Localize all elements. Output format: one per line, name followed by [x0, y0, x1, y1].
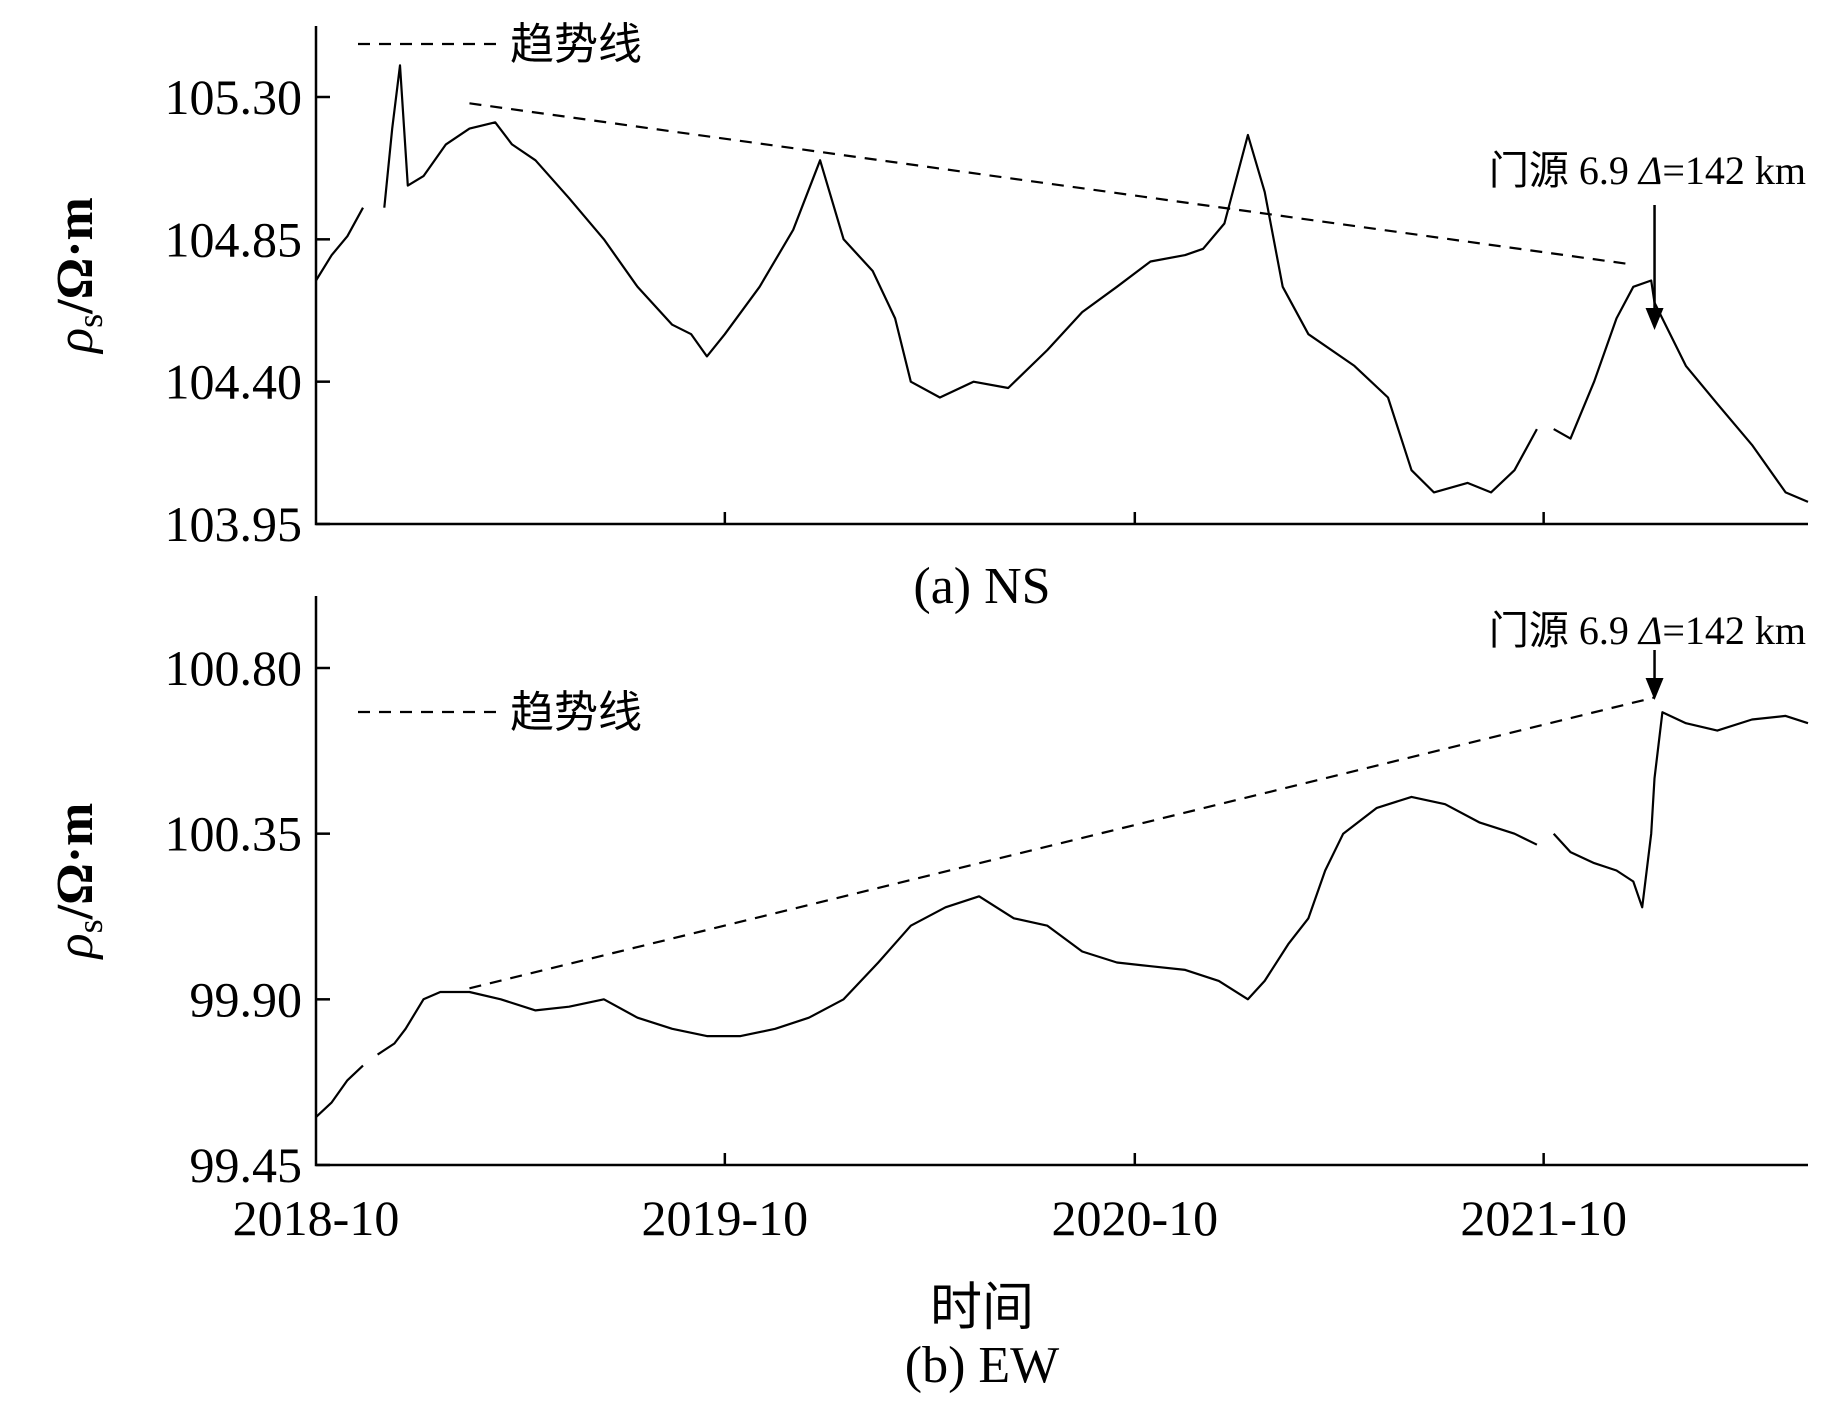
y-tick-label: 104.40 [165, 354, 303, 410]
y-tick-label: 105.30 [165, 69, 303, 125]
series-line [1552, 711, 1809, 909]
panel-caption: (b) EW [905, 1337, 1059, 1394]
y-tick-label: 100.80 [165, 640, 303, 696]
x-tick-label: 2019-10 [642, 1190, 809, 1246]
earthquake-arrow-head [1645, 678, 1664, 700]
x-axis-title: 时间 [930, 1280, 1034, 1337]
axes [314, 26, 1808, 526]
y-tick-label: 99.90 [190, 971, 303, 1027]
y-tick-label: 100.35 [165, 806, 303, 862]
axes [314, 596, 1808, 1167]
y-tick-label: 103.95 [165, 496, 303, 552]
earthquake-annotation: 门源 6.9 Δ=142 km [1489, 608, 1806, 653]
trend-line [469, 696, 1655, 990]
earthquake-annotation: 门源 6.9 Δ=142 km [1489, 148, 1806, 193]
series-line [383, 64, 1538, 494]
x-tick-label: 2021-10 [1460, 1190, 1627, 1246]
earthquake-arrow-head [1645, 308, 1664, 330]
y-axis-title: ρs/Ω·m [47, 803, 110, 961]
y-axis-title: ρs/Ω·m [47, 197, 110, 355]
series-line [376, 795, 1538, 1056]
series-line [1553, 279, 1809, 503]
series-line [315, 207, 364, 282]
y-tick-label: 104.85 [165, 211, 303, 267]
y-tick-label: 99.45 [190, 1137, 303, 1193]
legend-label: 趋势线 [510, 20, 642, 69]
panel-caption: (a) NS [913, 558, 1050, 615]
x-tick-label: 2020-10 [1051, 1190, 1218, 1246]
x-tick-label: 2018-10 [233, 1190, 400, 1246]
series-line [315, 1064, 364, 1118]
legend-label: 趋势线 [510, 688, 642, 737]
trend-line [469, 102, 1634, 266]
